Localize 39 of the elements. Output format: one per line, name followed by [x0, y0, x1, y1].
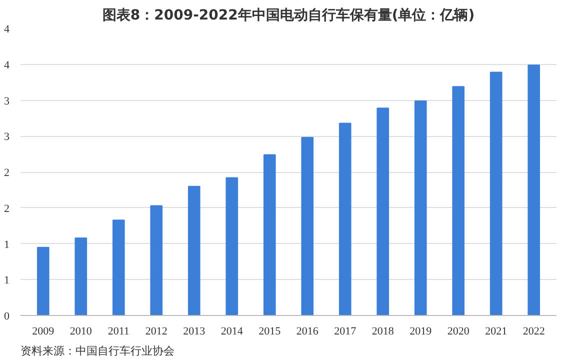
bar	[301, 137, 314, 316]
text: 资料来源：中国自行车行业协会	[20, 344, 174, 358]
y-tick-label: 4	[4, 24, 10, 36]
x-tick-label: 2022	[522, 326, 545, 338]
x-tick-label: 2010	[70, 326, 92, 338]
bar	[414, 100, 427, 316]
y-tick-label: 0	[4, 310, 10, 322]
x-tick-label: 2017	[334, 326, 357, 338]
bar	[36, 246, 50, 316]
x-tick-label: 2018	[372, 326, 394, 338]
bar	[528, 64, 540, 316]
chart-title: 图表8：2009-2022年中国电动自行车保有量(单位：亿辆)	[102, 6, 475, 24]
y-tick-label: 1	[4, 238, 10, 251]
x-tick-label: 2021	[485, 326, 508, 338]
y-tick-label: 4	[4, 59, 10, 72]
bar	[74, 238, 88, 316]
bar	[338, 122, 352, 316]
x-tick-label: 2012	[145, 326, 168, 338]
x-tick-label: 2020	[447, 326, 470, 338]
bar	[188, 186, 200, 316]
x-tick-label: 2015	[258, 326, 282, 338]
bar	[263, 154, 276, 316]
bar	[226, 177, 238, 316]
y-tick-label: 3	[4, 131, 10, 144]
bar	[376, 108, 390, 316]
x-tick-label: 2016	[296, 326, 319, 338]
x-tick-label: 2013	[183, 326, 206, 338]
y-tick-label: 1	[4, 274, 10, 287]
bar	[112, 220, 125, 316]
y-tick-label: 3	[4, 95, 10, 108]
bar	[452, 86, 465, 316]
x-tick-label: 2014	[220, 326, 244, 338]
x-tick-label: 2011	[108, 326, 130, 338]
bar	[150, 205, 163, 316]
y-tick-label: 2	[4, 167, 10, 179]
y-tick-label: 2	[4, 202, 10, 215]
bar	[490, 72, 502, 316]
x-tick-label: 2019	[410, 326, 432, 338]
x-tick-label: 2009	[32, 326, 55, 338]
